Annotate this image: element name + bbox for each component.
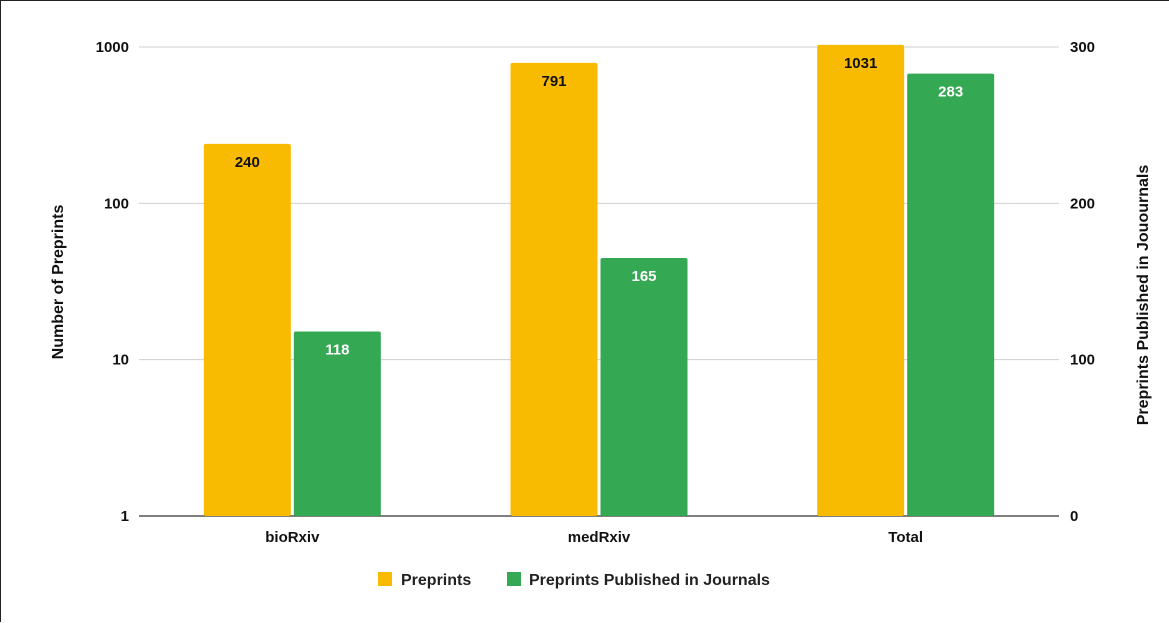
data-label: 240 — [235, 154, 260, 171]
x-axis-ticks: bioRxiv medRxiv Total — [265, 529, 923, 546]
right-tick-label: 300 — [1070, 39, 1095, 56]
left-tick-label: 100 — [104, 195, 129, 212]
left-axis-ticks: 1 10 100 1000 — [96, 39, 129, 525]
gridlines — [139, 46, 1059, 517]
left-axis-title: Number of Preprints — [50, 205, 67, 360]
data-label: 791 — [541, 73, 566, 90]
bar-published — [600, 258, 688, 516]
right-tick-label: 0 — [1070, 508, 1078, 525]
legend-swatch-preprints — [378, 572, 392, 586]
left-tick-label: 1000 — [96, 39, 129, 56]
data-labels: 240 118 791 165 1031 283 — [235, 55, 963, 359]
data-label: 283 — [938, 84, 963, 101]
data-label: 118 — [325, 342, 349, 359]
legend-label-preprints: Preprints — [401, 572, 471, 589]
legend: Preprints Preprints Published in Journal… — [378, 572, 770, 589]
legend-label-published: Preprints Published in Journals — [529, 572, 770, 589]
x-tick-label: bioRxiv — [265, 529, 320, 546]
legend-swatch-published — [507, 572, 521, 586]
right-tick-label: 100 — [1070, 352, 1095, 369]
left-tick-label: 1 — [121, 508, 129, 525]
right-tick-label: 200 — [1070, 195, 1095, 212]
right-axis-ticks: 0 100 200 300 — [1070, 39, 1095, 525]
x-tick-label: Total — [888, 529, 923, 546]
bar-published — [293, 331, 381, 516]
bar-preprints — [817, 44, 905, 517]
bar-preprints — [203, 143, 291, 516]
data-label: 165 — [631, 268, 656, 285]
data-label: 1031 — [844, 55, 877, 72]
x-tick-label: medRxiv — [568, 529, 631, 546]
bar-preprints — [510, 62, 598, 517]
right-axis-title: Preprints Published in Jouournals — [1135, 165, 1152, 426]
left-tick-label: 10 — [112, 352, 129, 369]
bars — [203, 44, 995, 517]
bar-published — [907, 73, 995, 517]
